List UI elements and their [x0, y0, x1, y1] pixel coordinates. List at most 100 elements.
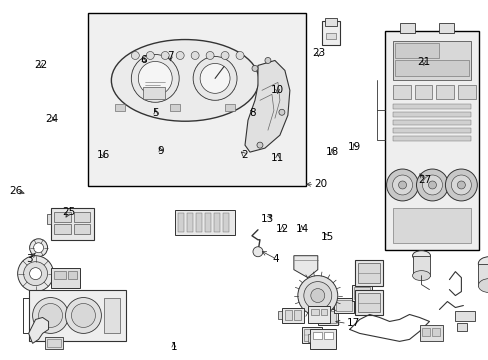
- Text: 17: 17: [346, 319, 359, 328]
- Bar: [456, 323, 467, 332]
- Bar: [325, 32, 335, 39]
- Bar: [312, 332, 321, 339]
- Circle shape: [18, 256, 53, 292]
- Bar: [170, 104, 180, 111]
- Circle shape: [427, 181, 436, 189]
- Text: 7: 7: [167, 51, 173, 61]
- Circle shape: [297, 276, 337, 315]
- Bar: [74, 212, 90, 222]
- Bar: [50, 268, 81, 288]
- Bar: [357, 293, 379, 312]
- Text: 19: 19: [347, 142, 361, 152]
- Bar: [293, 310, 300, 320]
- Bar: [214, 213, 220, 232]
- Bar: [384, 31, 478, 250]
- Bar: [399, 23, 414, 32]
- Bar: [392, 128, 470, 133]
- Bar: [439, 23, 453, 32]
- Bar: [457, 85, 475, 99]
- Text: 15: 15: [320, 232, 333, 242]
- Circle shape: [23, 262, 47, 285]
- Bar: [357, 263, 379, 283]
- Text: 14: 14: [295, 224, 308, 234]
- Text: 2: 2: [241, 150, 247, 160]
- Text: 6: 6: [140, 55, 146, 65]
- Bar: [354, 260, 382, 285]
- Circle shape: [161, 51, 169, 59]
- Bar: [392, 120, 470, 125]
- Bar: [392, 208, 470, 243]
- Circle shape: [456, 181, 465, 189]
- Circle shape: [131, 54, 179, 102]
- Text: 18: 18: [325, 147, 338, 157]
- Ellipse shape: [477, 279, 488, 293]
- Bar: [392, 112, 470, 117]
- Circle shape: [34, 243, 43, 253]
- Bar: [320, 309, 326, 315]
- Bar: [143, 87, 165, 99]
- Bar: [354, 289, 382, 315]
- Bar: [419, 325, 443, 341]
- Bar: [67, 271, 77, 279]
- Circle shape: [416, 169, 447, 201]
- Bar: [321, 21, 339, 45]
- Circle shape: [138, 62, 172, 95]
- Bar: [50, 208, 94, 240]
- Bar: [454, 311, 474, 321]
- Bar: [392, 104, 470, 109]
- Circle shape: [422, 175, 442, 195]
- Bar: [324, 18, 336, 26]
- Polygon shape: [317, 310, 337, 325]
- Bar: [104, 298, 120, 333]
- Ellipse shape: [412, 251, 429, 261]
- Bar: [394, 42, 439, 58]
- Polygon shape: [244, 60, 289, 152]
- Bar: [53, 271, 65, 279]
- Bar: [392, 41, 470, 80]
- Text: 22: 22: [34, 59, 47, 69]
- Bar: [46, 339, 61, 347]
- Bar: [319, 311, 335, 323]
- Bar: [412, 256, 429, 276]
- Bar: [53, 212, 71, 222]
- Circle shape: [278, 109, 285, 115]
- Bar: [436, 85, 453, 99]
- Circle shape: [71, 303, 95, 328]
- Bar: [115, 104, 125, 111]
- Circle shape: [303, 282, 331, 310]
- Text: 5: 5: [152, 108, 159, 118]
- Circle shape: [191, 51, 199, 59]
- Bar: [204, 213, 211, 232]
- Circle shape: [221, 51, 228, 59]
- Circle shape: [200, 63, 229, 93]
- Text: 20: 20: [314, 179, 326, 189]
- Bar: [29, 289, 126, 341]
- Bar: [392, 85, 410, 99]
- Bar: [431, 328, 440, 336]
- Bar: [44, 337, 62, 349]
- Ellipse shape: [111, 40, 259, 121]
- Circle shape: [392, 175, 412, 195]
- Circle shape: [146, 51, 154, 59]
- Polygon shape: [351, 285, 371, 301]
- Text: 9: 9: [157, 145, 163, 156]
- Bar: [303, 329, 319, 341]
- Bar: [74, 224, 90, 234]
- Circle shape: [236, 51, 244, 59]
- Circle shape: [131, 51, 139, 59]
- Bar: [187, 213, 193, 232]
- Circle shape: [450, 175, 470, 195]
- Circle shape: [30, 239, 47, 257]
- Bar: [46, 214, 50, 224]
- Circle shape: [30, 268, 41, 280]
- Circle shape: [251, 66, 258, 71]
- Circle shape: [264, 58, 270, 63]
- Bar: [353, 287, 369, 298]
- Text: 3: 3: [26, 254, 33, 264]
- Bar: [175, 210, 235, 235]
- Circle shape: [176, 51, 184, 59]
- Bar: [323, 332, 332, 339]
- Bar: [477, 264, 488, 285]
- Bar: [53, 224, 71, 234]
- Polygon shape: [293, 256, 317, 278]
